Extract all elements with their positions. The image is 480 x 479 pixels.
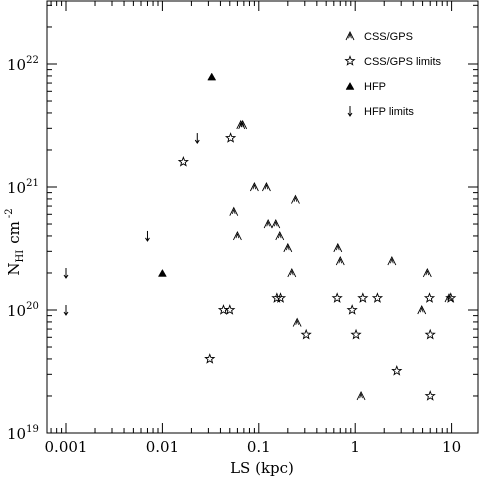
x-tick-label: 1 bbox=[350, 438, 360, 456]
x-tick-label: 0.1 bbox=[247, 438, 271, 456]
data-points bbox=[63, 72, 457, 401]
x-axis-label: LS (kpc) bbox=[230, 459, 294, 477]
point-css-gps bbox=[271, 219, 281, 229]
y-axis-label: NHI cm -2 bbox=[4, 208, 26, 275]
point-css-gps-limits bbox=[346, 304, 358, 315]
legend-label-css-gps: CSS/GPS bbox=[364, 31, 413, 43]
legend-marker-css-gps bbox=[345, 30, 355, 41]
x-tick-label: 10 bbox=[442, 438, 461, 456]
y-label-main: N bbox=[5, 262, 23, 275]
y-label-sub: HI bbox=[15, 250, 26, 263]
axis-ticks bbox=[47, 1, 478, 434]
point-css-gps bbox=[263, 219, 273, 229]
x-tick-label: 0.01 bbox=[146, 438, 179, 456]
point-css-gps-limits bbox=[225, 132, 237, 143]
point-css-gps-limits bbox=[274, 292, 287, 303]
y-tick-label: 1022 bbox=[7, 55, 39, 74]
point-css-gps-limits bbox=[300, 328, 312, 340]
y-tick-label: 1021 bbox=[7, 178, 39, 197]
legend-label-css-gps-limits: CSS/GPS limits bbox=[364, 56, 442, 68]
series-hfp bbox=[157, 72, 217, 277]
point-css-gps bbox=[333, 242, 343, 253]
svg-text:NHIcm-2: NHI cm -2 bbox=[4, 208, 26, 275]
point-css-gps bbox=[275, 230, 285, 241]
y-tick-label: 1019 bbox=[7, 424, 39, 443]
legend-label-hfp: HFP bbox=[364, 81, 386, 93]
y-label-exp: -2 bbox=[4, 208, 15, 218]
point-css-gps-limits bbox=[204, 353, 216, 364]
legend-label-hfp-limits: HFP limits bbox=[364, 106, 414, 118]
series-css-gps bbox=[229, 119, 454, 401]
legend: CSS/GPS CSS/GPS limits HFP HFP limits bbox=[344, 30, 442, 118]
point-css-gps bbox=[238, 119, 248, 130]
point-hfp-limits bbox=[63, 267, 69, 279]
point-css-gps bbox=[283, 242, 293, 253]
point-css-gps bbox=[422, 267, 432, 278]
point-css-gps-limits bbox=[357, 292, 369, 303]
point-css-gps-limits bbox=[331, 292, 343, 303]
point-hfp-limits bbox=[194, 133, 200, 144]
point-hfp bbox=[207, 72, 217, 81]
point-css-gps-limits bbox=[271, 292, 283, 303]
point-css-gps bbox=[262, 181, 271, 192]
point-css-gps bbox=[335, 256, 345, 266]
point-hfp-limits bbox=[145, 230, 150, 242]
point-css-gps-limits bbox=[445, 292, 457, 303]
point-css-gps bbox=[417, 304, 427, 315]
point-hfp-limits bbox=[63, 305, 69, 316]
point-css-gps bbox=[287, 267, 297, 278]
point-hfp bbox=[157, 268, 167, 277]
legend-marker-hfp-limits bbox=[347, 106, 353, 117]
x-tick-label: 0.001 bbox=[45, 438, 88, 456]
series-hfp-limits bbox=[63, 133, 200, 316]
point-css-gps bbox=[387, 256, 397, 266]
series-css-gps-limits bbox=[177, 132, 457, 401]
point-css-gps-limits bbox=[391, 364, 403, 376]
point-css-gps bbox=[249, 181, 259, 192]
point-css-gps-limits bbox=[424, 328, 436, 340]
plot-frame bbox=[46, 0, 479, 434]
tick-labels: 0.001 0.01 0.1 1 10 1019 1020 1021 1022 bbox=[7, 55, 461, 456]
point-css-gps bbox=[233, 230, 242, 241]
legend-marker-css-gps-limits bbox=[344, 55, 356, 66]
point-css-gps-limits bbox=[424, 390, 436, 401]
point-css-gps-limits bbox=[177, 156, 189, 167]
y-label-unit: cm bbox=[5, 221, 23, 244]
y-tick-label: 1020 bbox=[7, 301, 39, 320]
point-css-gps-limits bbox=[224, 304, 236, 315]
legend-marker-hfp bbox=[345, 81, 355, 90]
point-css-gps bbox=[229, 206, 239, 216]
point-css-gps bbox=[356, 390, 366, 401]
point-css-gps bbox=[292, 317, 302, 327]
point-css-gps-limits bbox=[350, 328, 362, 340]
point-css-gps-limits bbox=[423, 292, 436, 303]
point-css-gps bbox=[291, 194, 300, 204]
point-css-gps-limits bbox=[371, 292, 384, 303]
